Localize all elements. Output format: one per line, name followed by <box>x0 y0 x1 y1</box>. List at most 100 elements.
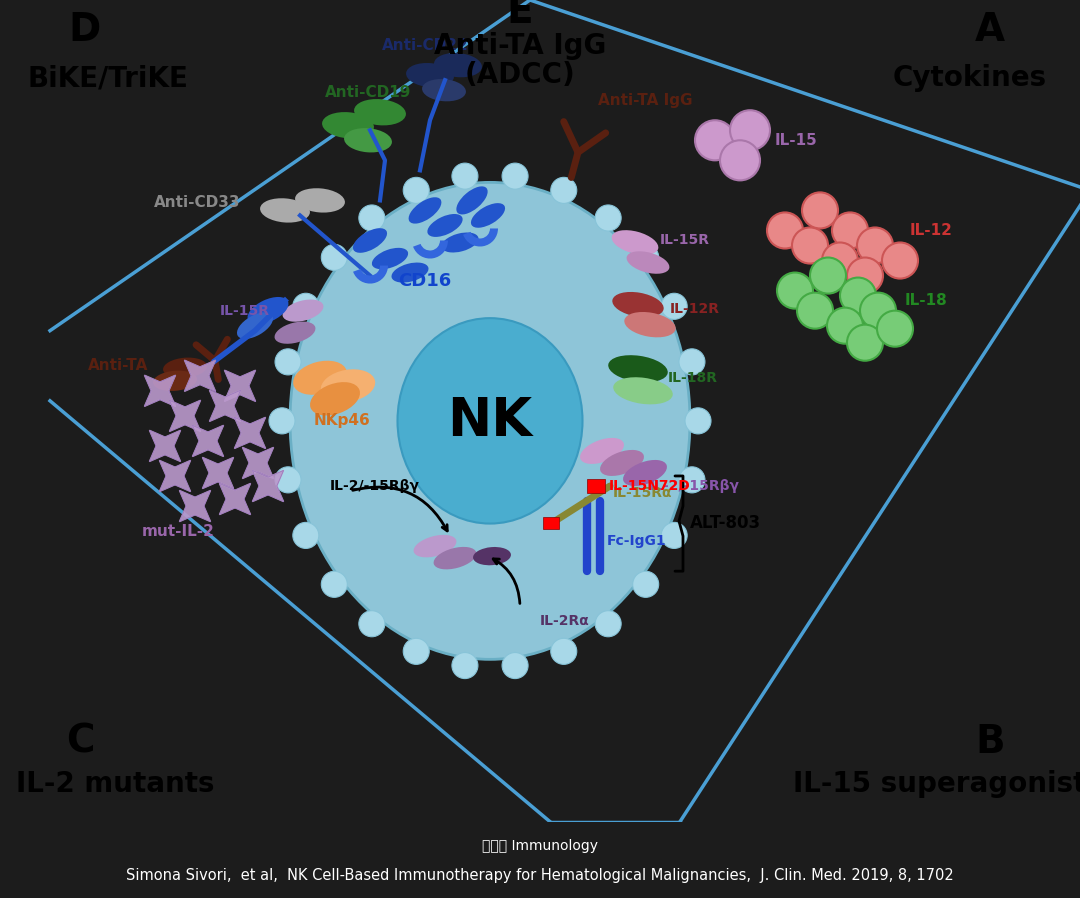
Ellipse shape <box>434 53 482 77</box>
Ellipse shape <box>406 63 454 87</box>
Wedge shape <box>353 266 388 284</box>
Circle shape <box>595 205 621 231</box>
Ellipse shape <box>624 312 676 338</box>
Circle shape <box>679 348 705 374</box>
Ellipse shape <box>471 203 505 228</box>
Circle shape <box>359 205 384 231</box>
Circle shape <box>551 177 577 204</box>
Ellipse shape <box>600 450 644 476</box>
Circle shape <box>696 120 735 161</box>
Circle shape <box>767 213 804 249</box>
Circle shape <box>595 611 621 637</box>
Text: Anti-CD19: Anti-CD19 <box>325 84 411 100</box>
Ellipse shape <box>442 233 478 252</box>
Circle shape <box>797 293 833 329</box>
Ellipse shape <box>580 438 624 464</box>
Text: Cytokines: Cytokines <box>893 64 1048 92</box>
Ellipse shape <box>612 292 664 317</box>
Circle shape <box>293 523 319 549</box>
Bar <box>543 517 559 529</box>
Circle shape <box>860 293 896 329</box>
Circle shape <box>633 244 659 270</box>
Text: BiKE/TriKE: BiKE/TriKE <box>28 64 188 92</box>
Polygon shape <box>185 360 216 392</box>
Circle shape <box>502 653 528 679</box>
Polygon shape <box>253 471 284 502</box>
Circle shape <box>847 325 883 361</box>
Ellipse shape <box>626 251 670 274</box>
Circle shape <box>777 273 813 309</box>
Text: Fc-IgG1: Fc-IgG1 <box>607 534 666 548</box>
Circle shape <box>403 177 429 204</box>
Text: IL-12: IL-12 <box>910 223 953 238</box>
Polygon shape <box>202 457 233 489</box>
Ellipse shape <box>611 230 659 255</box>
Circle shape <box>451 163 478 189</box>
Ellipse shape <box>321 369 375 402</box>
Text: Anti-CD22: Anti-CD22 <box>381 38 469 53</box>
Ellipse shape <box>283 300 323 321</box>
Ellipse shape <box>310 383 360 416</box>
Polygon shape <box>145 375 176 407</box>
Circle shape <box>858 227 893 263</box>
Ellipse shape <box>293 361 347 395</box>
Circle shape <box>792 227 828 263</box>
Circle shape <box>840 277 876 313</box>
Circle shape <box>661 523 687 549</box>
Circle shape <box>679 467 705 493</box>
Circle shape <box>322 571 348 597</box>
Text: ALT-803: ALT-803 <box>690 514 761 532</box>
Text: Anti-TA IgG: Anti-TA IgG <box>434 32 606 60</box>
Polygon shape <box>242 447 273 479</box>
Text: IL-15R: IL-15R <box>660 233 710 248</box>
Text: C: C <box>66 723 94 761</box>
Circle shape <box>832 213 868 249</box>
Circle shape <box>802 192 838 228</box>
Circle shape <box>451 653 478 679</box>
Ellipse shape <box>422 79 465 101</box>
Ellipse shape <box>613 377 673 404</box>
Text: Anti-TA IgG: Anti-TA IgG <box>598 92 692 108</box>
Ellipse shape <box>345 128 392 153</box>
Polygon shape <box>192 426 224 456</box>
Circle shape <box>882 242 918 278</box>
Text: IL-15: IL-15 <box>775 133 818 148</box>
Text: A: A <box>975 11 1005 49</box>
Circle shape <box>551 638 577 665</box>
Polygon shape <box>179 490 211 522</box>
Ellipse shape <box>295 189 345 213</box>
Ellipse shape <box>353 228 387 253</box>
Text: NKp46: NKp46 <box>313 413 370 428</box>
Text: IL-2/-15Rβγ: IL-2/-15Rβγ <box>650 479 740 493</box>
Circle shape <box>720 140 760 180</box>
Ellipse shape <box>354 99 406 126</box>
Text: D: D <box>69 11 102 49</box>
Text: IL-15Rα: IL-15Rα <box>613 486 673 500</box>
Polygon shape <box>210 391 241 421</box>
Ellipse shape <box>247 297 288 324</box>
Circle shape <box>275 467 301 493</box>
Text: IL-15 superagonist: IL-15 superagonist <box>794 770 1080 797</box>
Text: CD16: CD16 <box>399 271 451 289</box>
Ellipse shape <box>457 187 488 215</box>
Circle shape <box>661 294 687 320</box>
Circle shape <box>322 244 348 270</box>
Circle shape <box>730 110 770 150</box>
Polygon shape <box>225 370 256 401</box>
Ellipse shape <box>608 356 667 383</box>
Circle shape <box>877 311 913 347</box>
Wedge shape <box>413 241 448 259</box>
Text: IL-18: IL-18 <box>905 293 948 308</box>
Circle shape <box>269 408 295 434</box>
Ellipse shape <box>623 460 667 486</box>
Circle shape <box>293 294 319 320</box>
Ellipse shape <box>473 547 511 565</box>
Text: E: E <box>507 0 534 31</box>
Ellipse shape <box>274 321 315 344</box>
Bar <box>588 479 605 493</box>
Text: IL-18R: IL-18R <box>669 371 718 384</box>
Polygon shape <box>234 418 266 448</box>
Text: IL-2/-15Rβγ: IL-2/-15Rβγ <box>330 479 420 493</box>
Polygon shape <box>160 461 190 491</box>
Text: 📱闲谈 Immunology: 📱闲谈 Immunology <box>482 839 598 853</box>
